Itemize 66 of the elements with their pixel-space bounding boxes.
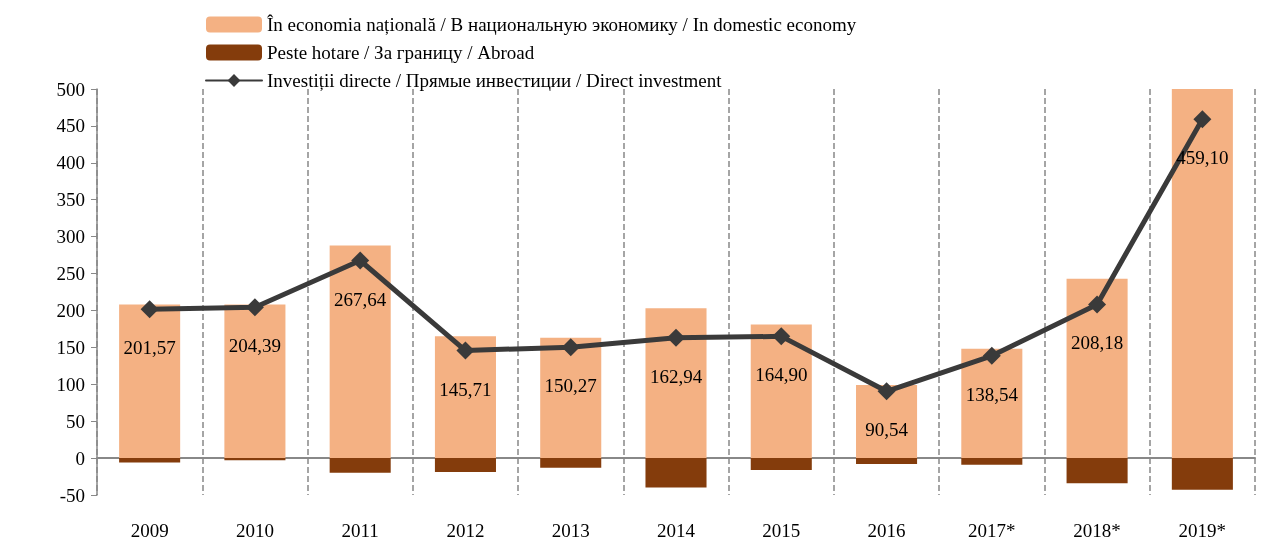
legend-label: În economia națională / В национальную экономику / In domestic economy [267, 14, 857, 35]
x-tick-label: 2017* [968, 520, 1016, 540]
bar [224, 304, 286, 459]
y-tick-label: 50 [66, 410, 85, 432]
data-label: 201,57 [123, 337, 176, 359]
bar [434, 336, 496, 459]
y-tick-label: 300 [56, 226, 85, 248]
point [772, 327, 791, 346]
bar [119, 304, 181, 459]
bar [540, 458, 602, 468]
x-tick-label: 2010 [235, 520, 274, 540]
x-tick-label: 2009 [130, 520, 169, 540]
legend-label: Investiții directe / Прямые инвестиции / Direct investment [267, 70, 723, 91]
y-tick-label: 150 [56, 336, 85, 358]
data-label: 267,64 [334, 288, 387, 310]
legend-label: Peste hotare / За границу / Abroad [267, 42, 535, 63]
x-tick-label: 2015 [762, 520, 801, 540]
x-tick-label: 2016 [867, 520, 906, 540]
point [456, 341, 475, 360]
y-tick-label: 350 [56, 189, 85, 211]
y-tick-label: 100 [56, 373, 85, 395]
point [667, 328, 685, 347]
point [982, 346, 1001, 365]
point [1088, 295, 1107, 314]
point [140, 300, 159, 319]
point [351, 251, 370, 270]
x-tick-label: 2013 [551, 520, 590, 540]
bar [329, 458, 391, 473]
y-tick-label: 450 [56, 115, 85, 137]
data-label: 145,71 [439, 378, 492, 400]
data-label: 138,54 [965, 383, 1019, 405]
data-label: 162,94 [649, 365, 703, 387]
point [877, 382, 896, 401]
y-tick-label: 400 [56, 152, 85, 174]
bar [961, 348, 1023, 459]
bar [961, 458, 1023, 465]
bar [645, 308, 707, 459]
x-tick-label: 2014 [657, 520, 696, 540]
y-tick-label: 250 [56, 263, 85, 285]
data-label: 204,39 [228, 335, 282, 357]
bar [119, 458, 181, 463]
data-label: 208,18 [1070, 332, 1124, 354]
bar [645, 458, 707, 488]
y-tick-label: 0 [75, 447, 85, 469]
bar [434, 458, 496, 473]
bar [329, 245, 391, 459]
x-tick-label: 2019* [1178, 520, 1227, 540]
point [1193, 110, 1212, 129]
x-tick-label: 2012 [446, 520, 485, 540]
bar [224, 458, 286, 461]
bar [856, 458, 918, 464]
bar [1066, 278, 1128, 459]
bar [1066, 458, 1128, 484]
x-tick-label: 2018* [1073, 520, 1121, 540]
y-tick-label: 500 [56, 78, 85, 100]
bar [540, 337, 602, 459]
bar [750, 458, 812, 470]
bar [1171, 458, 1233, 490]
y-tick-label: 200 [56, 299, 85, 321]
y-tick-label: -50 [59, 484, 85, 506]
data-label: 150,27 [544, 375, 597, 397]
bar [750, 324, 812, 459]
x-tick-label: 2011 [341, 520, 379, 540]
bar [1171, 89, 1233, 459]
data-label: 164,90 [755, 364, 808, 386]
data-label: 90,54 [865, 419, 909, 441]
